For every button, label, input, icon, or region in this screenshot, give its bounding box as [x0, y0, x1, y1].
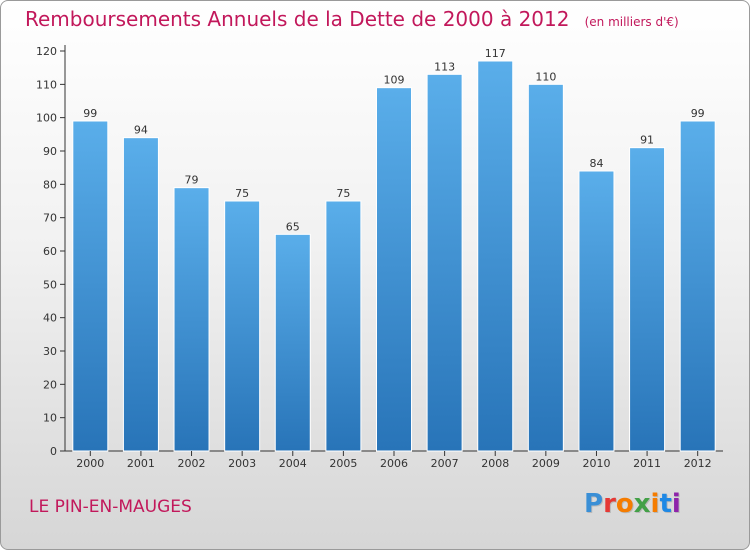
data-label: 117: [485, 47, 506, 60]
y-tick-label: 20: [43, 378, 57, 391]
x-tick-label: 2011: [633, 457, 661, 470]
data-label: 75: [336, 187, 350, 200]
y-tick-label: 60: [43, 245, 57, 258]
x-tick-label: 2012: [684, 457, 712, 470]
x-tick-label: 2005: [329, 457, 357, 470]
data-label: 84: [589, 157, 603, 170]
data-label: 109: [384, 74, 405, 87]
logo-letter: t: [659, 489, 672, 519]
data-label: 99: [83, 107, 97, 120]
bar: [679, 120, 716, 452]
x-tick-label: 2008: [481, 457, 509, 470]
x-tick-label: 2010: [582, 457, 610, 470]
y-tick-label: 100: [36, 112, 57, 125]
data-label: 91: [640, 134, 654, 147]
y-tick-label: 80: [43, 178, 57, 191]
data-label: 113: [434, 60, 455, 73]
x-tick-label: 2003: [228, 457, 256, 470]
data-label: 65: [286, 220, 300, 233]
proxiti-logo: Proxiti: [584, 489, 681, 519]
y-tick-label: 90: [43, 145, 57, 158]
data-label: 110: [535, 70, 556, 83]
x-tick-label: 2009: [532, 457, 560, 470]
x-tick-label: 2002: [178, 457, 206, 470]
bar: [426, 73, 463, 452]
bar: [72, 120, 109, 452]
logo-letter: o: [615, 489, 634, 519]
chart-title: Remboursements Annuels de la Dette de 20…: [25, 7, 679, 31]
logo-letter: x: [633, 489, 651, 519]
bar: [173, 187, 210, 452]
x-tick-label: 2004: [279, 457, 307, 470]
chart-title-unit: (en milliers d'€): [584, 15, 679, 29]
bar: [274, 233, 311, 452]
bar: [527, 83, 564, 452]
data-label: 79: [185, 174, 199, 187]
bar: [578, 170, 615, 452]
bar: [122, 137, 159, 452]
bar: [224, 200, 261, 452]
y-tick-label: 50: [43, 278, 57, 291]
y-tick-label: 10: [43, 412, 57, 425]
data-label: 99: [691, 107, 705, 120]
x-tick-label: 2001: [127, 457, 155, 470]
data-label: 75: [235, 187, 249, 200]
bar: [629, 147, 666, 452]
x-tick-label: 2007: [431, 457, 459, 470]
bar: [325, 200, 362, 452]
bar: [376, 87, 412, 452]
y-tick-label: 30: [43, 345, 57, 358]
y-tick-label: 0: [50, 445, 57, 458]
logo-letter: P: [584, 489, 604, 519]
chart-title-main: Remboursements Annuels de la Dette de 20…: [25, 7, 570, 31]
y-tick-label: 110: [36, 78, 57, 91]
logo-letter: i: [650, 489, 660, 519]
y-tick-label: 120: [36, 45, 57, 58]
data-label: 94: [134, 124, 148, 137]
x-tick-label: 2006: [380, 457, 408, 470]
x-tick-label: 2000: [76, 457, 104, 470]
bar: [477, 60, 514, 452]
y-tick-label: 40: [43, 312, 57, 325]
commune-name: LE PIN-EN-MAUGES: [29, 497, 192, 517]
logo-letter: i: [671, 489, 681, 519]
y-tick-label: 70: [43, 212, 57, 225]
logo-letter: r: [603, 489, 616, 519]
